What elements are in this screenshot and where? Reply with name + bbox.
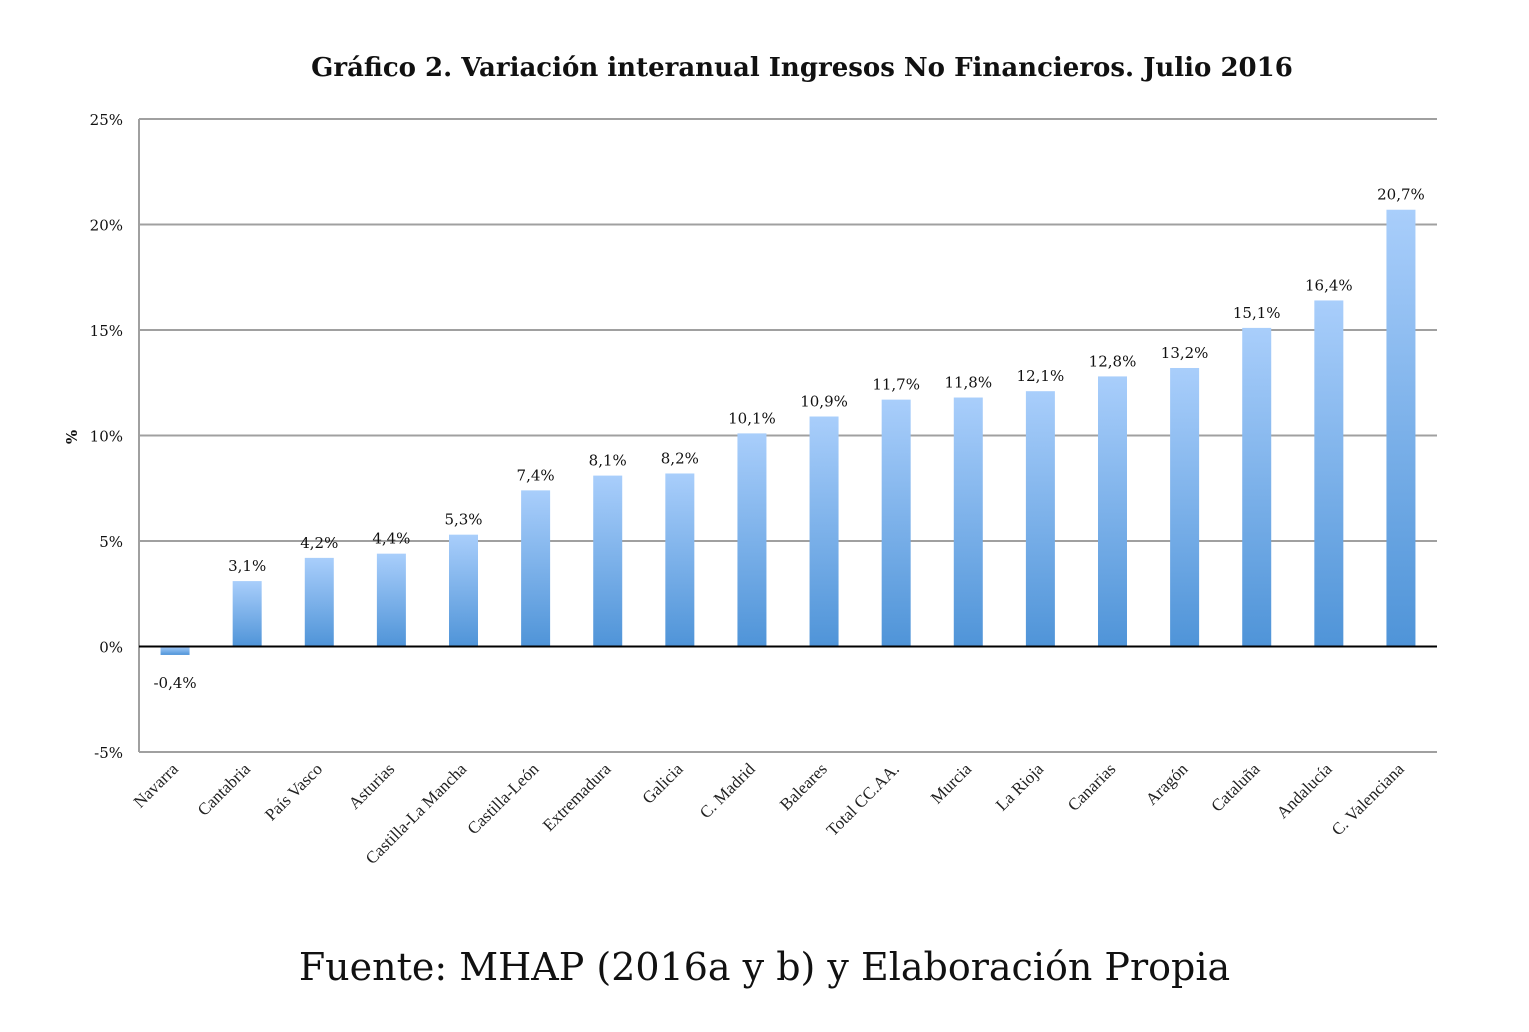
data-label: 8,1%: [589, 452, 627, 470]
bar: [160, 646, 190, 655]
y-tick-label: 0%: [99, 639, 123, 657]
x-tick-label: C. Madrid: [696, 759, 759, 822]
data-label: 3,1%: [228, 557, 266, 575]
bar: [953, 397, 983, 647]
bar: [521, 490, 551, 647]
bar: [1098, 376, 1127, 647]
bar: [593, 475, 623, 647]
data-label: 4,2%: [300, 534, 338, 552]
data-label: 13,2%: [1161, 344, 1209, 362]
bar: [449, 534, 478, 647]
data-label: 11,8%: [944, 374, 992, 392]
data-label: 5,3%: [444, 511, 482, 529]
x-tick-label: Murcia: [927, 759, 975, 807]
x-tick-label: Navarra: [130, 759, 182, 811]
data-label: -0,4%: [153, 674, 196, 692]
x-tick-label: Cataluña: [1207, 759, 1263, 815]
data-label: 10,9%: [800, 393, 848, 411]
bar: [1386, 209, 1416, 647]
bar: [1314, 300, 1344, 647]
x-tick-label: Total CC.AA.: [823, 759, 903, 839]
y-tick-label: 10%: [90, 428, 123, 446]
x-tick-label: Asturias: [345, 759, 399, 813]
bar: [881, 399, 911, 647]
y-axis-label: %: [63, 430, 81, 444]
y-tick-label: 25%: [90, 111, 123, 129]
x-tick-label: Baleares: [776, 759, 831, 814]
data-label: 16,4%: [1305, 276, 1353, 294]
data-label: 11,7%: [872, 376, 920, 394]
data-label: 12,1%: [1017, 367, 1065, 385]
data-label: 4,4%: [372, 530, 410, 548]
bar: [1170, 367, 1200, 647]
data-label: 15,1%: [1233, 304, 1281, 322]
x-tick-label: Cantabria: [194, 759, 254, 819]
y-tick-label: 20%: [90, 217, 123, 235]
y-tick-label: 5%: [99, 533, 123, 551]
bar: [1025, 391, 1055, 647]
x-tick-label: Andalucía: [1273, 759, 1336, 822]
data-label: 8,2%: [661, 449, 699, 467]
data-label: 7,4%: [517, 466, 555, 484]
data-label: 20,7%: [1377, 186, 1425, 204]
bar: [232, 581, 262, 647]
bar: [376, 553, 406, 647]
x-tick-label: Aragón: [1142, 759, 1192, 809]
bar: [665, 473, 695, 647]
bar: [809, 416, 839, 647]
data-label: 10,1%: [728, 409, 776, 427]
source-note: Fuente: MHAP (2016a y b) y Elaboración P…: [298, 945, 1231, 989]
data-label: 12,8%: [1089, 352, 1137, 370]
y-tick-label: 15%: [90, 322, 123, 340]
bar: [1242, 327, 1272, 647]
x-tick-label: C. Valenciana: [1328, 759, 1408, 839]
bar: [737, 433, 767, 647]
x-tick-label: Extremadura: [539, 759, 615, 835]
x-tick-label: Castilla-León: [464, 759, 543, 838]
bar-chart: Gráfico 2. Variación interanual Ingresos…: [63, 53, 1437, 868]
x-tick-label: La Rioja: [992, 759, 1047, 814]
x-tick-label: Galicia: [639, 759, 687, 807]
x-tick-label: País Vasco: [261, 759, 326, 824]
bar: [304, 557, 334, 647]
y-tick-label: -5%: [94, 744, 123, 762]
chart-title: Gráfico 2. Variación interanual Ingresos…: [311, 53, 1293, 83]
x-tick-label: Canarias: [1064, 759, 1119, 814]
